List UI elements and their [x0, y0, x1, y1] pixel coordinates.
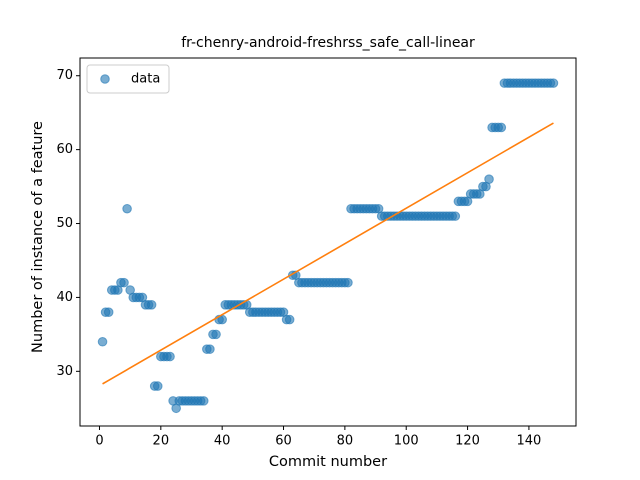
point	[152, 381, 163, 391]
x-tick-label: 20	[153, 434, 170, 449]
x-tick-label: 140	[517, 434, 542, 449]
y-axis-label: Number of instance of a feature	[30, 121, 46, 353]
x-tick-label: 120	[455, 434, 480, 449]
x-tick-label: 0	[95, 434, 103, 449]
point	[284, 314, 295, 325]
chart-title: fr-chenry-android-freshrss_safe_call-lin…	[181, 35, 475, 51]
point	[450, 211, 461, 221]
legend-box	[86, 64, 170, 94]
x-tick-label: 40	[214, 434, 231, 449]
point	[496, 122, 507, 133]
point	[548, 78, 559, 88]
x-tick-label: 60	[275, 434, 292, 449]
x-axis-label: Commit number	[269, 454, 387, 470]
x-tick-label: 80	[337, 434, 354, 449]
point	[146, 300, 157, 310]
point	[119, 277, 129, 288]
point	[205, 344, 215, 354]
y-tick-label: 70	[56, 68, 73, 83]
y-tick-label: 60	[56, 142, 73, 157]
point	[165, 351, 175, 362]
y-tick-label: 40	[56, 290, 73, 305]
point	[198, 396, 209, 406]
legend-marker	[100, 74, 110, 84]
legend-label: data	[131, 72, 160, 87]
point	[103, 307, 114, 318]
axes-frame	[79, 57, 577, 427]
x-tick-label: 100	[394, 434, 419, 449]
point	[122, 203, 132, 214]
y-tick-label: 50	[56, 216, 73, 231]
point	[211, 329, 221, 340]
y-tick-label: 30	[56, 364, 73, 379]
point	[484, 174, 494, 184]
point	[97, 336, 108, 347]
point	[343, 277, 353, 288]
fit-line	[102, 122, 554, 385]
